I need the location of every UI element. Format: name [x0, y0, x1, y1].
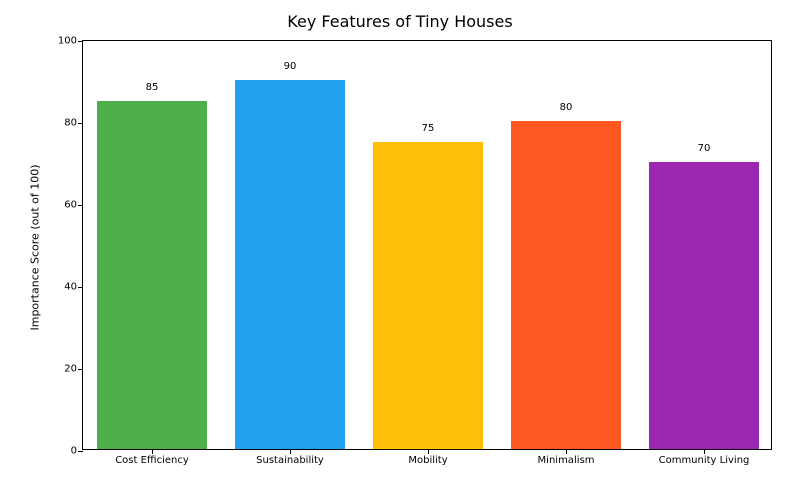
y-tick-mark — [78, 369, 83, 370]
y-tick-mark — [78, 451, 83, 452]
bars-layer: 85 90 75 80 70 — [83, 41, 771, 449]
bar — [511, 121, 621, 449]
bar — [97, 101, 207, 450]
y-tick-mark — [78, 41, 83, 42]
chart-title: Key Features of Tiny Houses — [0, 12, 800, 31]
bar-value-label: 75 — [422, 123, 435, 134]
x-tick-label: Cost Efficiency — [115, 449, 189, 466]
x-tick-label: Sustainability — [256, 449, 324, 466]
figure: Key Features of Tiny Houses Importance S… — [0, 0, 800, 500]
bar-value-label: 85 — [146, 82, 159, 93]
bar — [649, 162, 759, 449]
bar — [235, 80, 345, 449]
bar — [373, 142, 483, 450]
plot-area: Importance Score (out of 100) 8590758070… — [82, 40, 772, 450]
y-tick-mark — [78, 123, 83, 124]
x-tick-label: Community Living — [659, 449, 750, 466]
x-tick-label: Minimalism — [538, 449, 595, 466]
bar-value-label: 80 — [560, 102, 573, 113]
bar-value-label: 70 — [698, 143, 711, 154]
y-axis-label: Importance Score (out of 100) — [29, 42, 42, 452]
x-tick-label: Mobility — [408, 449, 447, 466]
y-tick-mark — [78, 205, 83, 206]
bar-value-label: 90 — [284, 61, 297, 72]
y-tick-mark — [78, 287, 83, 288]
